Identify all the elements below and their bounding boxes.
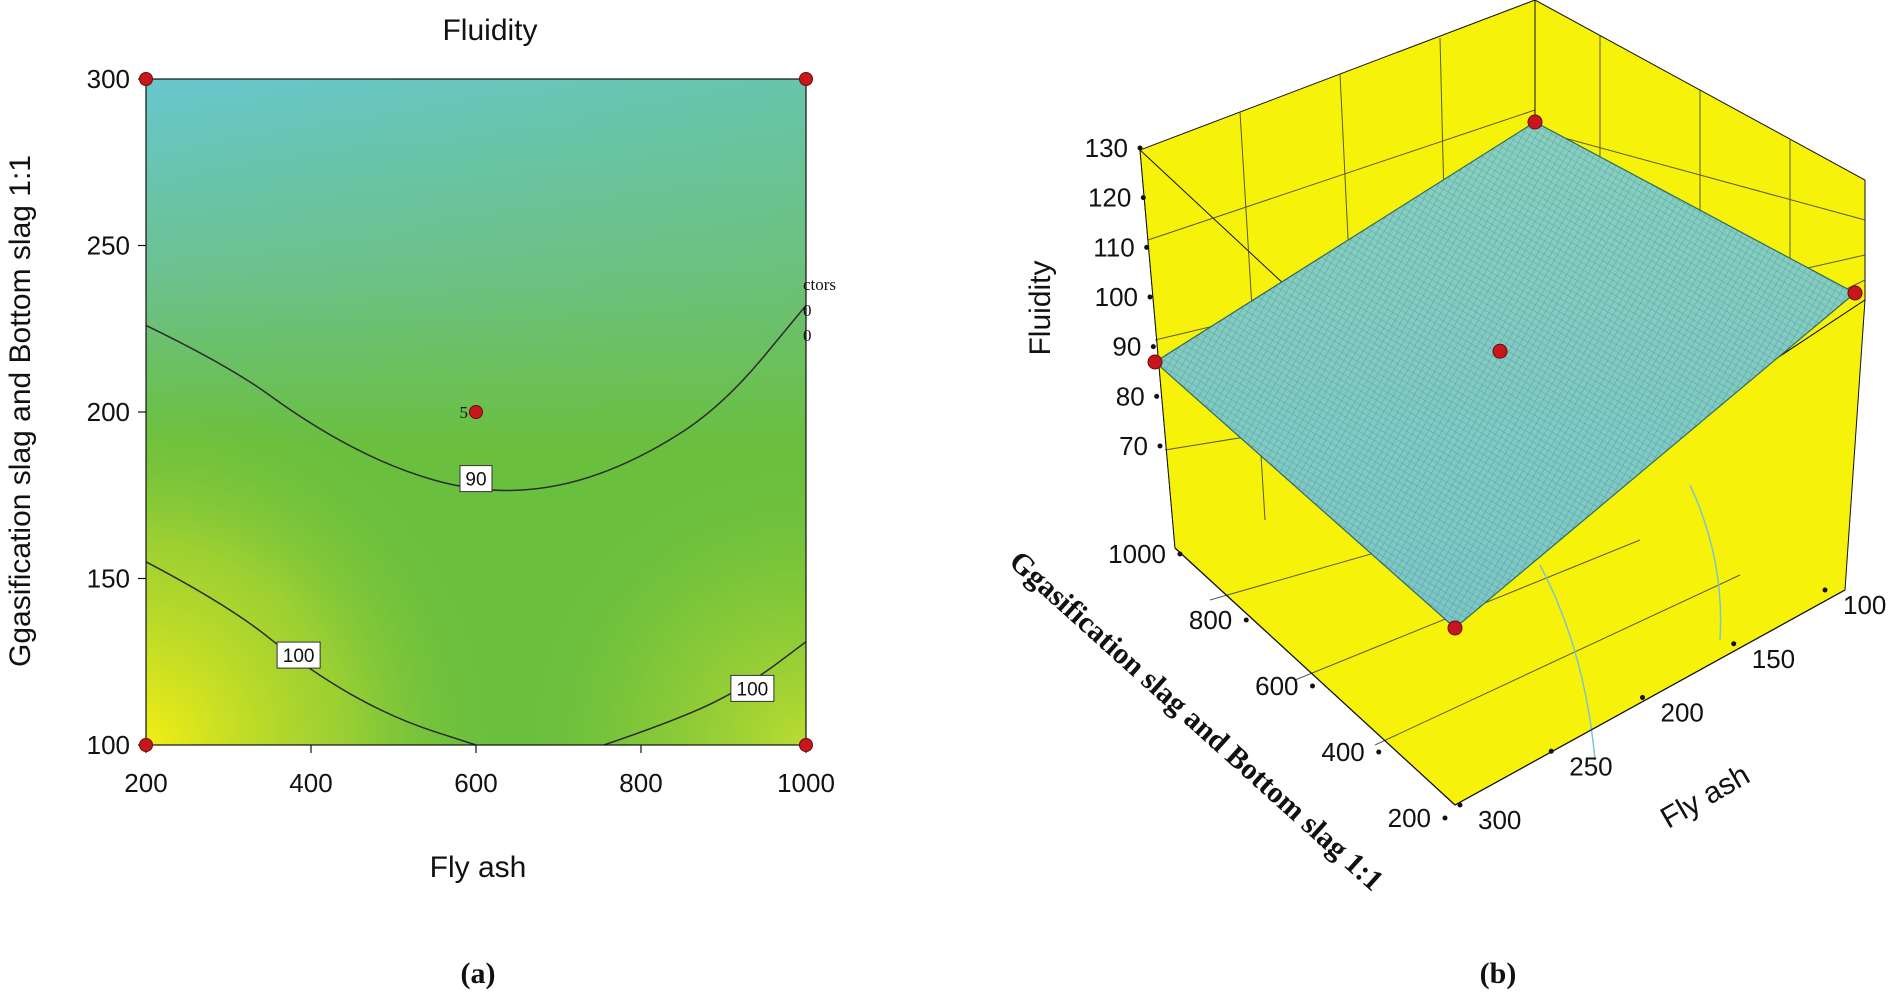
x-tick-label-200: 200 bbox=[124, 768, 167, 798]
y-tick-label-250: 250 bbox=[87, 231, 130, 261]
fly-ash-axis: 300 250 200 150 100 bbox=[1454, 587, 1886, 835]
contour-labels: 90 100 100 bbox=[276, 465, 775, 702]
y-tick-label-100: 100 bbox=[87, 730, 130, 760]
x-tick-label-400: 400 bbox=[289, 768, 332, 798]
fly-ash-tick-250 bbox=[1548, 748, 1554, 754]
fly-ash-tick-label-200: 200 bbox=[1661, 698, 1704, 728]
z-tick-100 bbox=[1147, 294, 1153, 300]
design-point-2 bbox=[799, 738, 813, 752]
z-tick-110 bbox=[1144, 244, 1150, 250]
z-axis-label: Fluidity bbox=[1024, 260, 1057, 355]
panel-label-a: (a) bbox=[461, 957, 496, 990]
contour-label-0: 90 bbox=[465, 470, 486, 491]
contour-plot: Fluidity 90 100 100 200 400 600 800 1000 100 150… bbox=[4, 14, 836, 990]
z-tick-label-70: 70 bbox=[1119, 431, 1148, 461]
fly-ash-axis-label: Fly ash bbox=[1655, 758, 1755, 835]
x-tick-label-800: 800 bbox=[619, 768, 662, 798]
contour-line-100-2 bbox=[603, 641, 807, 746]
design-point-3d-0 bbox=[1527, 114, 1543, 130]
y-tick-label-300: 300 bbox=[87, 64, 130, 94]
slag-tick-800 bbox=[1243, 617, 1249, 623]
design-point-3d-3 bbox=[1447, 620, 1463, 636]
design-point-3d-1 bbox=[1847, 285, 1863, 301]
slag-tick-200 bbox=[1442, 815, 1448, 821]
design-point-3d-4 bbox=[1492, 343, 1508, 359]
center-point-label: 5 bbox=[460, 403, 469, 422]
fly-ash-axis-line bbox=[1454, 589, 1846, 806]
z-tick-80 bbox=[1154, 393, 1160, 399]
design-points-3d bbox=[1147, 114, 1863, 636]
slag-tick-label-800: 800 bbox=[1189, 605, 1232, 635]
design-point-3 bbox=[799, 72, 813, 86]
contour-label-box-1 bbox=[276, 641, 321, 669]
slag-tick-400 bbox=[1376, 749, 1382, 755]
x-tick-label-600: 600 bbox=[454, 768, 497, 798]
design-points bbox=[139, 72, 813, 752]
fly-ash-tick-200 bbox=[1640, 695, 1645, 700]
occluded-legend-fragment: ctors 0 0 bbox=[803, 275, 836, 345]
contour-label-2: 100 bbox=[737, 679, 769, 700]
contour-label-box-0 bbox=[459, 465, 493, 493]
z-tick-label-90: 90 bbox=[1112, 332, 1141, 362]
legend-fragment-2: 0 bbox=[803, 301, 812, 320]
fly-ash-tick-label-150: 150 bbox=[1752, 644, 1795, 674]
response-surface-mesh bbox=[1155, 122, 1855, 628]
legend-fragment-1: ctors bbox=[803, 275, 836, 294]
slag-axis-line bbox=[1174, 547, 1456, 806]
chart-title: Fluidity bbox=[442, 14, 537, 47]
fly-ash-tick-150 bbox=[1731, 641, 1737, 647]
slag-axis: 1000 800 600 400 200 bbox=[1108, 539, 1456, 833]
slag-tick-600 bbox=[1310, 683, 1315, 689]
design-point-1 bbox=[139, 72, 153, 86]
slag-tick-1000 bbox=[1177, 551, 1183, 557]
surface-plot: 70 80 90 100 110 120 130 1000 800 600 400 200 300 2… bbox=[1003, 0, 1886, 990]
y-tick-label-150: 150 bbox=[87, 564, 130, 594]
design-point-4 bbox=[469, 405, 483, 419]
z-tick-label-120: 120 bbox=[1088, 183, 1131, 213]
z-tick-90 bbox=[1150, 344, 1156, 350]
y-tick-label-200: 200 bbox=[87, 397, 130, 427]
contour-label-1: 100 bbox=[283, 646, 315, 667]
fly-ash-tick-300 bbox=[1457, 802, 1463, 808]
z-tick-label-100: 100 bbox=[1095, 282, 1138, 312]
z-axis: 70 80 90 100 110 120 130 bbox=[1085, 133, 1163, 461]
slag-tick-label-400: 400 bbox=[1321, 737, 1364, 767]
fly-ash-tick-label-250: 250 bbox=[1569, 751, 1612, 781]
contour-label-box-2 bbox=[730, 674, 775, 702]
slag-tick-label-600: 600 bbox=[1255, 671, 1298, 701]
fly-ash-tick-label-300: 300 bbox=[1478, 805, 1521, 835]
z-tick-130 bbox=[1137, 145, 1143, 151]
z-tick-70 bbox=[1157, 443, 1163, 449]
legend-fragment-3: 0 bbox=[803, 326, 812, 345]
z-tick-label-130: 130 bbox=[1085, 133, 1128, 163]
panel-label-b: (b) bbox=[1480, 957, 1517, 990]
design-point-0 bbox=[139, 738, 153, 752]
fly-ash-tick-label-100: 100 bbox=[1843, 590, 1886, 620]
slag-tick-label-200: 200 bbox=[1388, 803, 1431, 833]
z-tick-label-80: 80 bbox=[1116, 381, 1145, 411]
y-axis-label: Ggasification slag and Bottom slag 1:1 bbox=[4, 155, 37, 667]
fly-ash-tick-100 bbox=[1822, 587, 1828, 593]
x-axis-label: Fly ash bbox=[430, 851, 527, 884]
z-tick-120 bbox=[1140, 195, 1146, 201]
slag-tick-label-1000: 1000 bbox=[1108, 539, 1166, 569]
design-point-3d-2 bbox=[1147, 354, 1163, 370]
x-tick-label-1000: 1000 bbox=[777, 768, 835, 798]
z-tick-label-110: 110 bbox=[1093, 232, 1134, 262]
